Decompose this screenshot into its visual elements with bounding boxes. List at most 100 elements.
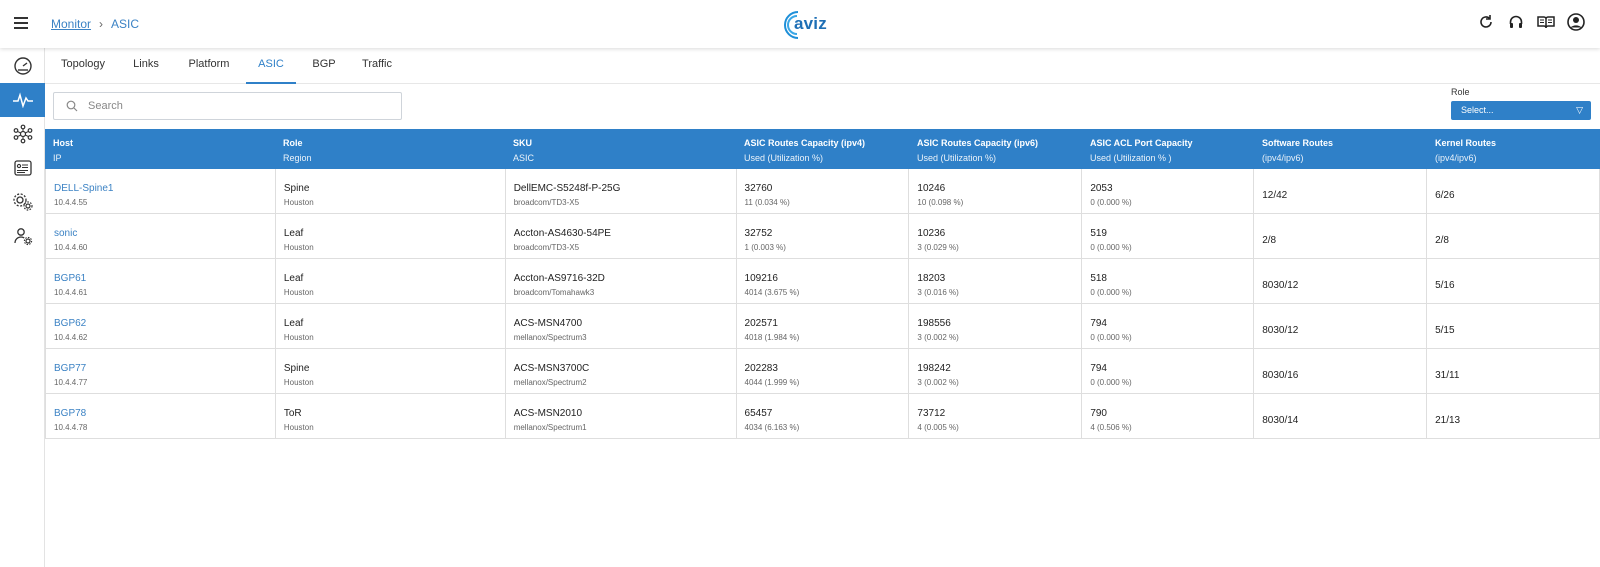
region-value: Houston: [283, 243, 314, 252]
host-link[interactable]: BGP62: [54, 318, 87, 329]
nav-topology[interactable]: [0, 117, 45, 151]
cell-sku: DellEMC-S5248f-P-25G broadcom/TD3-X5: [506, 169, 737, 213]
refresh-icon[interactable]: [1476, 12, 1496, 32]
settings-gears-icon: [12, 193, 33, 211]
host-link[interactable]: sonic: [54, 228, 78, 239]
logo-arcs-icon: [784, 11, 799, 39]
cell-kernel-routes: 5/16: [1427, 259, 1600, 303]
book-icon[interactable]: [1536, 12, 1556, 32]
cell-software-routes: 8030/14: [1254, 394, 1428, 438]
cell-acl: 2053 0 (0.000 %): [1082, 169, 1255, 213]
breadcrumb-separator: ›: [99, 17, 104, 31]
cell-host: BGP78 10.4.4.78: [46, 394, 276, 438]
cell-asic-ipv6: 198556 3 (0.002 %): [909, 304, 1083, 348]
cell-asic-ipv6: 73712 4 (0.005 %): [909, 394, 1083, 438]
table-row[interactable]: DELL-Spine1 10.4.4.55 Spine Houston DellEMC-…: [45, 169, 1600, 214]
role-filter-select[interactable]: Select... ▽: [1451, 101, 1591, 120]
tab-bgp[interactable]: BGP: [312, 58, 336, 70]
column-header-asic-ipv4[interactable]: ASIC Routes Capacity (ipv4) Used (Utiliza…: [744, 138, 866, 163]
host-ip: 10.4.4.55: [54, 198, 88, 207]
software-routes-value: 8030/14: [1262, 415, 1299, 426]
ipv4-capacity: 32760: [744, 183, 773, 194]
search-input[interactable]: [88, 97, 388, 115]
cell-acl: 794 0 (0.000 %): [1082, 304, 1255, 348]
ipv4-used: 4018 (1.984 %): [744, 333, 800, 342]
cell-asic-ipv4: 32760 11 (0.034 %): [737, 169, 910, 213]
tab-topology[interactable]: Topology: [60, 58, 106, 70]
cell-asic-ipv6: 10236 3 (0.029 %): [909, 214, 1083, 258]
asic-value: broadcom/TD3-X5: [513, 243, 580, 252]
nav-inventory[interactable]: [0, 151, 45, 185]
column-header-acl[interactable]: ASIC ACL Port Capacity Used (Utilization …: [1090, 138, 1193, 163]
acl-capacity: 794: [1090, 318, 1107, 329]
left-nav-rail: [0, 48, 45, 567]
table-row[interactable]: BGP78 10.4.4.78 ToR Houston ACS-MSN2010 mella…: [45, 394, 1600, 439]
acl-capacity: 794: [1090, 363, 1107, 374]
asic-table: Host IP Role Region SKU ASIC ASIC Routes Ca…: [45, 129, 1600, 439]
acl-used: 0 (0.000 %): [1090, 378, 1132, 387]
cell-asic-ipv6: 18203 3 (0.016 %): [909, 259, 1083, 303]
breadcrumb-current: ASIC: [111, 17, 140, 31]
host-link[interactable]: BGP78: [54, 408, 87, 419]
column-header-sku[interactable]: SKU ASIC: [513, 138, 535, 163]
table-row[interactable]: sonic 10.4.4.60 Leaf Houston Accton-AS4630-5…: [45, 214, 1600, 259]
breadcrumb-monitor-link[interactable]: Monitor: [51, 17, 92, 31]
tab-links[interactable]: Links: [133, 58, 159, 70]
table-row[interactable]: BGP62 10.4.4.62 Leaf Houston ACS-MSN4700 mell…: [45, 304, 1600, 349]
software-routes-value: 8030/12: [1262, 325, 1299, 336]
ipv4-capacity: 109216: [744, 273, 778, 284]
sku-value: ACS-MSN4700: [513, 318, 583, 329]
cell-software-routes: 12/42: [1254, 169, 1428, 213]
search-box[interactable]: [53, 92, 402, 120]
column-header-kernel-routes[interactable]: Kernel Routes (ipv4/ipv6): [1435, 138, 1497, 163]
nav-user-settings[interactable]: [0, 219, 45, 253]
account-icon[interactable]: [1566, 12, 1586, 32]
user-settings-icon: [13, 228, 32, 246]
cell-sku: ACS-MSN2010 mellanox/Spectrum1: [506, 394, 737, 438]
cell-kernel-routes: 6/26: [1427, 169, 1600, 213]
cell-software-routes: 8030/12: [1254, 259, 1428, 303]
sku-value: Accton-AS9716-32D: [513, 273, 605, 284]
tab-traffic[interactable]: Traffic: [362, 58, 392, 70]
software-routes-value: 8030/16: [1262, 370, 1299, 381]
cell-software-routes: 8030/16: [1254, 349, 1428, 393]
acl-capacity: 2053: [1090, 183, 1113, 194]
headset-icon[interactable]: [1506, 12, 1526, 32]
cell-role: Leaf Houston: [276, 304, 506, 348]
kernel-routes-value: 6/26: [1435, 190, 1455, 201]
ipv4-capacity: 202283: [744, 363, 778, 374]
table-row[interactable]: BGP61 10.4.4.61 Leaf Houston Accton-AS9716-3…: [45, 259, 1600, 304]
pulse-monitor-icon: [12, 92, 33, 108]
ipv6-capacity: 73712: [917, 408, 946, 419]
tab-platform[interactable]: Platform: [188, 58, 230, 70]
acl-used: 0 (0.000 %): [1090, 333, 1132, 342]
kernel-routes-value: 21/13: [1435, 415, 1461, 426]
cell-asic-ipv4: 109216 4014 (3.675 %): [737, 259, 910, 303]
column-header-host[interactable]: Host IP: [53, 138, 73, 163]
cell-sku: Accton-AS4630-54PE broadcom/TD3-X5: [506, 214, 737, 258]
column-header-software-routes[interactable]: Software Routes (ipv4/ipv6): [1262, 138, 1334, 163]
ipv6-used: 3 (0.029 %): [917, 243, 959, 252]
table-row[interactable]: BGP77 10.4.4.77 Spine Houston ACS-MSN3700C me…: [45, 349, 1600, 394]
column-header-role[interactable]: Role Region: [283, 138, 312, 163]
nav-monitor[interactable]: [0, 83, 45, 117]
cell-asic-ipv6: 10246 10 (0.098 %): [909, 169, 1083, 213]
hamburger-menu-icon[interactable]: [12, 14, 32, 32]
nav-dashboard[interactable]: [0, 49, 45, 83]
network-topology-icon: [13, 124, 32, 144]
ipv4-used: 4044 (1.999 %): [744, 378, 800, 387]
cell-asic-ipv4: 202283 4044 (1.999 %): [737, 349, 910, 393]
ipv4-capacity: 32752: [744, 228, 773, 239]
nav-settings[interactable]: [0, 185, 45, 219]
host-link[interactable]: BGP61: [54, 273, 87, 284]
top-bar: Monitor › ASIC aviz: [0, 0, 1600, 48]
column-header-asic-ipv6[interactable]: ASIC Routes Capacity (ipv6) Used (Utiliza…: [917, 138, 1039, 163]
cell-software-routes: 8030/12: [1254, 304, 1428, 348]
host-link[interactable]: BGP77: [54, 363, 87, 374]
host-link[interactable]: DELL-Spine1: [54, 183, 114, 194]
tab-asic[interactable]: ASIC: [246, 48, 296, 84]
cell-asic-ipv6: 198242 3 (0.002 %): [909, 349, 1083, 393]
kernel-routes-value: 31/11: [1435, 370, 1460, 381]
ipv6-capacity: 10246: [917, 183, 946, 194]
kernel-routes-value: 5/16: [1435, 280, 1455, 291]
